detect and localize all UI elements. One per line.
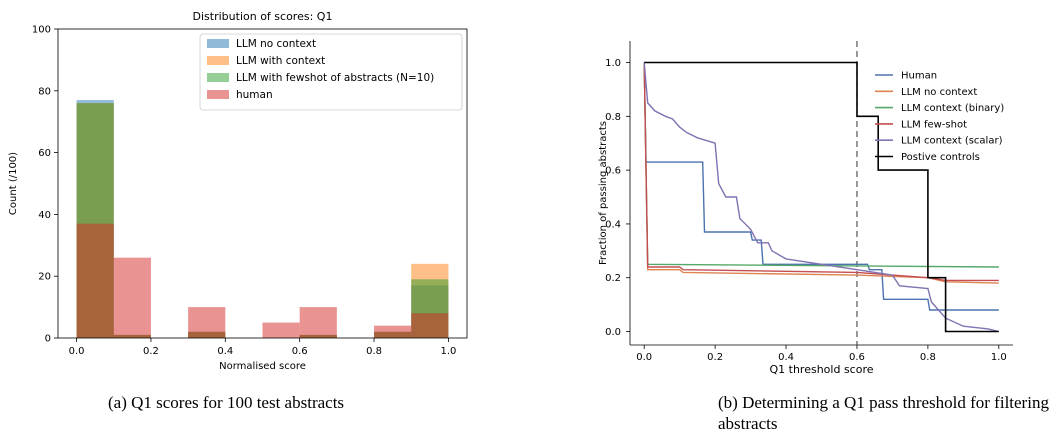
x-tick-label: 0.4: [778, 352, 794, 363]
legend-label: LLM no context: [236, 38, 316, 50]
y-tick-label: 100: [32, 25, 51, 36]
legend-box: [199, 33, 463, 111]
legend-swatch: [207, 73, 229, 82]
x-tick-label: 0.8: [366, 346, 382, 357]
legend: LLM no context LLM with context LLM with f…: [199, 33, 463, 111]
legend-swatch: [207, 90, 229, 99]
y-axis-label: Fraction of passing abstracts: [598, 121, 609, 265]
y-tick-label: 0.4: [605, 219, 621, 230]
legend-swatch: [207, 56, 229, 65]
x-tick-label: 1.0: [991, 352, 1007, 363]
caption-left: (a) Q1 scores for 100 test abstracts: [108, 393, 345, 412]
bar: [113, 257, 151, 338]
series-line-llm-context-scalar: [643, 62, 999, 333]
legend-label: LLM no context: [901, 87, 977, 98]
bar: [374, 325, 412, 338]
legend-label: Human: [901, 71, 937, 82]
x-tick-label: 1.0: [440, 346, 456, 357]
legend-label: LLM with fewshot of abstracts (N=10): [236, 72, 434, 84]
bar: [76, 223, 114, 338]
legend-label: LLM context (scalar): [901, 136, 1003, 147]
plot-frame: [57, 28, 468, 339]
legend-label: LLM few-shot: [901, 119, 967, 130]
y-tick-label: 80: [38, 86, 51, 97]
x-tick-label: 0.8: [920, 352, 936, 363]
y-tick-label: 0: [45, 334, 51, 345]
y-tick-label: 0.0: [605, 327, 621, 338]
chart-title: Distribution of scores: Q1: [193, 10, 333, 23]
y-tick-label: 1.0: [605, 58, 621, 69]
legend-swatch: [207, 39, 229, 48]
x-tick-label: 0.6: [292, 346, 308, 357]
histogram-chart: 0.0 0.2 0.4 0.6 0.8 1.0 0 20 40 60 80 100 Distributi…: [8, 10, 468, 372]
x-axis-label: Normalised score: [219, 361, 306, 372]
series-line-human: [643, 62, 999, 311]
x-tick-label: 0.4: [217, 346, 233, 357]
legend-label: LLM with context: [236, 55, 325, 67]
caption-right: (b) Determining a Q1 pass threshold for …: [718, 393, 1049, 433]
bar: [262, 322, 300, 338]
bar: [188, 307, 226, 338]
series-line-postive-controls: [644, 61, 999, 333]
threshold-line-chart: 0.0 0.2 0.4 0.6 0.8 1.0 0.0 0.2 0.4 0.6 0.8 1.0 Q1 t…: [598, 41, 1013, 376]
y-axis-label: Count (/100): [8, 152, 19, 215]
y-tick-label: 20: [38, 272, 51, 283]
legend-label: Postive controls: [901, 152, 980, 163]
x-tick-label: 0.0: [69, 346, 85, 357]
x-axis-label: Q1 threshold score: [769, 363, 873, 376]
x-tick-label: 0.2: [143, 346, 159, 357]
y-tick-label: 0.6: [605, 166, 621, 177]
bar: [299, 307, 337, 338]
series-line-llm-few-shot: [643, 62, 999, 282]
series-human: [76, 223, 449, 338]
legend-label: human: [236, 89, 273, 101]
y-tick-label: 0.2: [605, 273, 621, 284]
series-line-llm-no-context: [643, 62, 999, 284]
legend: Human LLM no context LLM context (binary) L…: [875, 71, 1004, 163]
y-tick-label: 0.8: [605, 112, 621, 123]
y-tick-label: 40: [38, 210, 51, 221]
x-tick-label: 0.0: [636, 352, 652, 363]
legend-label: LLM context (binary): [901, 103, 1004, 114]
bar: [411, 313, 449, 338]
y-tick-label: 60: [38, 148, 51, 159]
x-tick-label: 0.6: [849, 352, 865, 363]
x-tick-label: 0.2: [707, 352, 723, 363]
